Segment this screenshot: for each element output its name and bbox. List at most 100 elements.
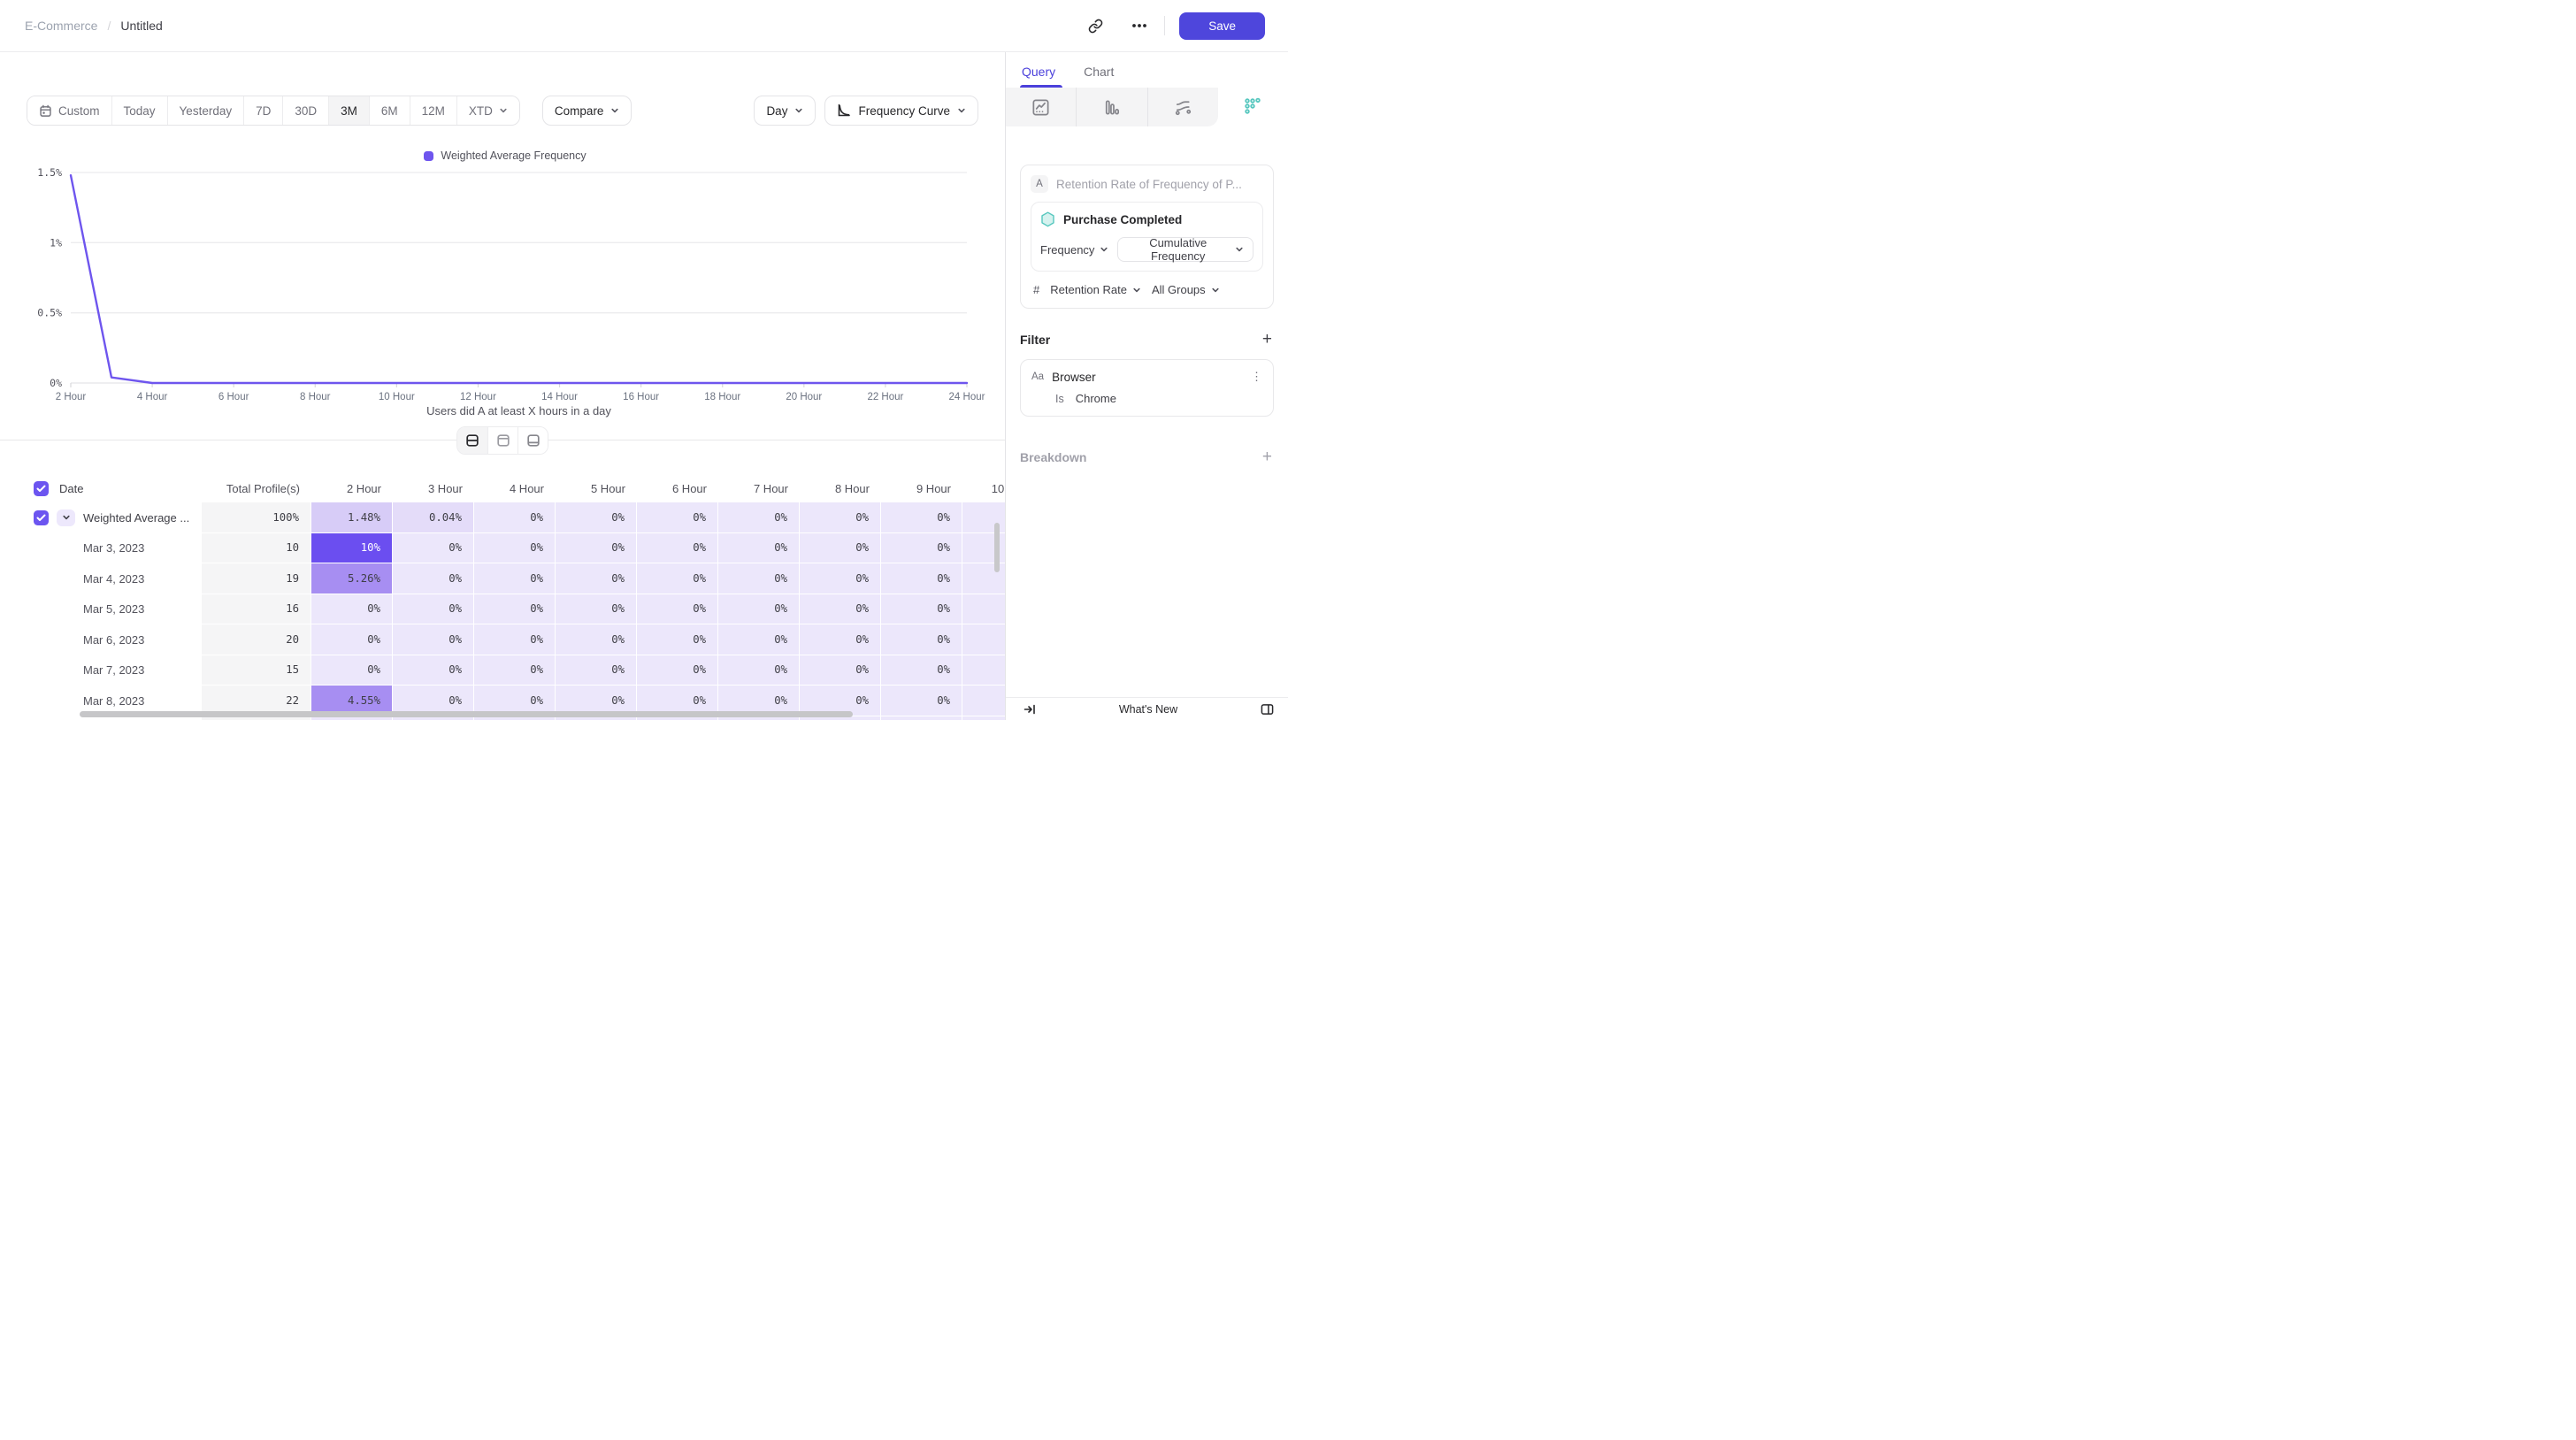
retention-cell[interactable]: 0% <box>881 624 962 655</box>
range-today-button[interactable]: Today <box>111 96 167 125</box>
retention-cell[interactable]: 0% <box>881 563 962 594</box>
layout-table-only-button[interactable] <box>518 427 548 454</box>
filter-operator[interactable]: Is <box>1055 392 1064 405</box>
retention-cell[interactable]: 0% <box>881 532 962 563</box>
chart-type-button[interactable]: Frequency Curve <box>824 96 978 126</box>
retention-cell[interactable]: 0% <box>556 502 637 533</box>
retention-cell[interactable]: 0% <box>637 532 718 563</box>
retention-cell[interactable]: 0% <box>962 594 1005 624</box>
retention-cell[interactable]: 0% <box>881 686 962 716</box>
retention-rate-dropdown[interactable]: Retention Rate <box>1050 283 1141 296</box>
row-checkbox[interactable] <box>34 480 49 496</box>
retention-cell[interactable]: 0% <box>800 624 881 655</box>
range-xtd-button[interactable]: XTD <box>456 96 519 125</box>
save-button[interactable]: Save <box>1179 11 1265 40</box>
retention-cell[interactable]: 0% <box>311 624 393 655</box>
report-type-retention-button[interactable] <box>1217 88 1288 126</box>
retention-cell[interactable]: 0% <box>556 594 637 624</box>
report-type-insights-button[interactable] <box>1006 88 1077 126</box>
add-filter-button[interactable]: + <box>1261 330 1272 349</box>
retention-cell[interactable]: 0% <box>474 532 556 563</box>
retention-cell[interactable]: 0% <box>637 655 718 686</box>
filter-options-kebab-icon[interactable]: ⋮ <box>1251 370 1262 383</box>
retention-cell[interactable]: 0% <box>800 563 881 594</box>
frequency-dropdown[interactable]: Frequency <box>1040 243 1108 257</box>
granularity-button[interactable]: Day <box>754 96 816 126</box>
report-type-flows-button[interactable] <box>1146 88 1218 126</box>
range-7d-button[interactable]: 7D <box>243 96 283 125</box>
report-type-funnels-button[interactable] <box>1076 88 1147 126</box>
share-link-icon[interactable] <box>1083 13 1108 38</box>
more-menu-icon[interactable] <box>1127 13 1152 38</box>
retention-cell[interactable]: 0% <box>637 686 718 716</box>
retention-cell[interactable]: 0% <box>556 532 637 563</box>
retention-cell[interactable]: 0% <box>718 655 800 686</box>
retention-cell[interactable]: 0% <box>474 624 556 655</box>
retention-cell[interactable]: 0% <box>556 655 637 686</box>
range-custom-button[interactable]: Custom <box>27 96 111 125</box>
groups-dropdown[interactable]: All Groups <box>1152 283 1220 296</box>
range-3m-button[interactable]: 3M <box>328 96 369 125</box>
retention-cell[interactable]: 0% <box>637 624 718 655</box>
cumulative-frequency-dropdown[interactable]: Cumulative Frequency <box>1117 236 1254 263</box>
retention-cell[interactable]: 0% <box>474 563 556 594</box>
retention-cell[interactable]: 0% <box>311 594 393 624</box>
retention-cell[interactable]: 0% <box>881 594 962 624</box>
layout-split-view-button[interactable] <box>457 427 487 454</box>
retention-cell[interactable]: 0% <box>718 563 800 594</box>
retention-cell[interactable]: 0% <box>718 686 800 716</box>
retention-cell[interactable]: 1.48% <box>311 502 393 533</box>
retention-cell[interactable]: 0% <box>556 624 637 655</box>
retention-cell[interactable]: 0% <box>393 624 474 655</box>
row-expander-button[interactable] <box>57 509 75 526</box>
breadcrumb-report-name[interactable]: Untitled <box>120 19 163 33</box>
retention-cell[interactable]: 0% <box>800 532 881 563</box>
retention-cell[interactable]: 0% <box>800 686 881 716</box>
event-card[interactable]: Purchase Completed Frequency Cumulative … <box>1031 202 1263 272</box>
collapse-panel-icon[interactable] <box>1021 701 1039 718</box>
retention-cell[interactable]: 0% <box>718 502 800 533</box>
retention-cell[interactable]: 0% <box>718 532 800 563</box>
filter-card[interactable]: Aa Browser ⋮ Is Chrome <box>1020 359 1274 417</box>
layout-chart-only-button[interactable] <box>487 427 518 454</box>
table-vertical-scrollbar[interactable] <box>994 523 1000 572</box>
retention-cell[interactable]: 0% <box>637 502 718 533</box>
retention-cell[interactable]: 0% <box>393 655 474 686</box>
retention-cell[interactable]: 0% <box>474 686 556 716</box>
retention-cell[interactable]: 0% <box>474 594 556 624</box>
retention-cell[interactable]: 0% <box>393 686 474 716</box>
retention-cell[interactable]: 0% <box>800 502 881 533</box>
compare-button[interactable]: Compare <box>541 96 632 126</box>
retention-cell[interactable]: 0% <box>800 594 881 624</box>
retention-cell[interactable]: 0% <box>393 594 474 624</box>
retention-cell[interactable]: 0% <box>962 655 1005 686</box>
retention-cell[interactable]: 0% <box>393 532 474 563</box>
retention-cell[interactable]: 10% <box>311 532 393 563</box>
retention-cell[interactable]: 0% <box>800 655 881 686</box>
retention-cell[interactable]: 0% <box>637 563 718 594</box>
tab-chart[interactable]: Chart <box>1084 65 1115 79</box>
retention-cell[interactable]: 0% <box>637 594 718 624</box>
retention-cell[interactable]: 0% <box>881 502 962 533</box>
retention-cell[interactable]: 0% <box>718 594 800 624</box>
retention-cell[interactable]: 0% <box>962 624 1005 655</box>
range-yesterday-button[interactable]: Yesterday <box>166 96 244 125</box>
range-6m-button[interactable]: 6M <box>368 96 410 125</box>
add-breakdown-button[interactable]: + <box>1261 448 1272 466</box>
retention-cell[interactable]: 0% <box>556 563 637 594</box>
row-checkbox[interactable] <box>34 509 49 525</box>
retention-cell[interactable]: 0% <box>718 624 800 655</box>
range-30d-button[interactable]: 30D <box>282 96 329 125</box>
retention-cell[interactable]: 0% <box>881 655 962 686</box>
chart-legend[interactable]: Weighted Average Frequency <box>23 148 987 164</box>
retention-cell[interactable]: 0% <box>474 655 556 686</box>
range-12m-button[interactable]: 12M <box>409 96 456 125</box>
retention-cell[interactable]: 0% <box>962 686 1005 716</box>
retention-cell[interactable]: 0% <box>311 655 393 686</box>
retention-cell[interactable]: 0% <box>474 502 556 533</box>
breadcrumb-project[interactable]: E-Commerce <box>25 19 98 33</box>
retention-cell[interactable]: 5.26% <box>311 563 393 594</box>
filter-value[interactable]: Chrome <box>1075 392 1116 405</box>
columns-layout-icon[interactable] <box>1258 701 1276 718</box>
tab-query[interactable]: Query <box>1020 65 1062 88</box>
